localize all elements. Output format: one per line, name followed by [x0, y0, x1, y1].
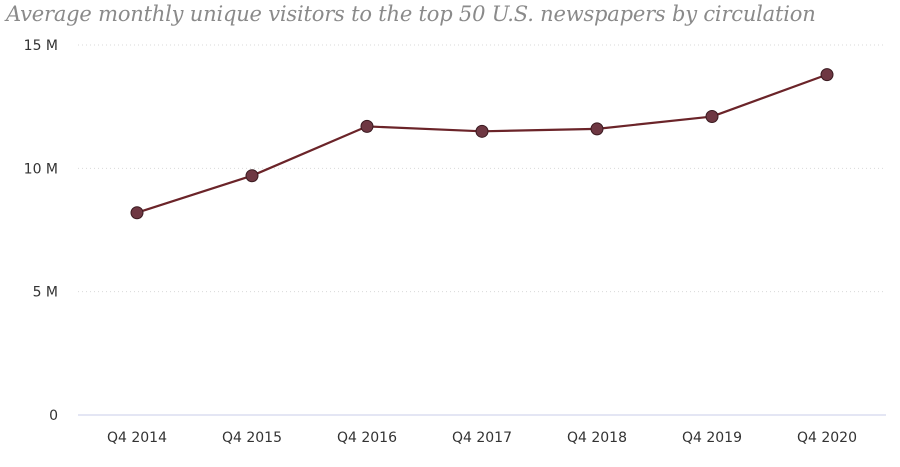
x-tick-label: Q4 2018 — [567, 430, 627, 446]
data-point[interactable] — [705, 110, 719, 124]
data-point[interactable] — [245, 169, 259, 183]
x-tick-label: Q4 2016 — [337, 430, 397, 446]
y-tick-label: 15 M — [24, 38, 58, 54]
x-tick-label: Q4 2019 — [682, 430, 742, 446]
x-tick-label: Q4 2017 — [452, 430, 512, 446]
data-point[interactable] — [820, 68, 834, 82]
y-axis: 0 5 M 10 M 15 M — [24, 38, 58, 424]
data-points — [130, 68, 834, 220]
y-tick-label: 0 — [49, 408, 58, 424]
x-tick-label: Q4 2020 — [797, 430, 857, 446]
chart-title: Average monthly unique visitors to the t… — [6, 2, 816, 26]
gridlines — [78, 44, 886, 416]
data-point[interactable] — [130, 206, 144, 220]
data-point[interactable] — [360, 119, 374, 133]
x-tick-label: Q4 2015 — [222, 430, 282, 446]
x-axis: Q4 2014 Q4 2015 Q4 2016 Q4 2017 Q4 2018 Q4 20… — [107, 430, 857, 446]
series-line-group — [136, 73, 828, 214]
y-tick-label: 5 M — [33, 285, 58, 301]
x-tick-label: Q4 2014 — [107, 430, 167, 446]
data-point[interactable] — [475, 124, 489, 138]
y-tick-label: 10 M — [24, 161, 58, 177]
series-line — [136, 73, 828, 214]
data-point[interactable] — [590, 122, 604, 136]
